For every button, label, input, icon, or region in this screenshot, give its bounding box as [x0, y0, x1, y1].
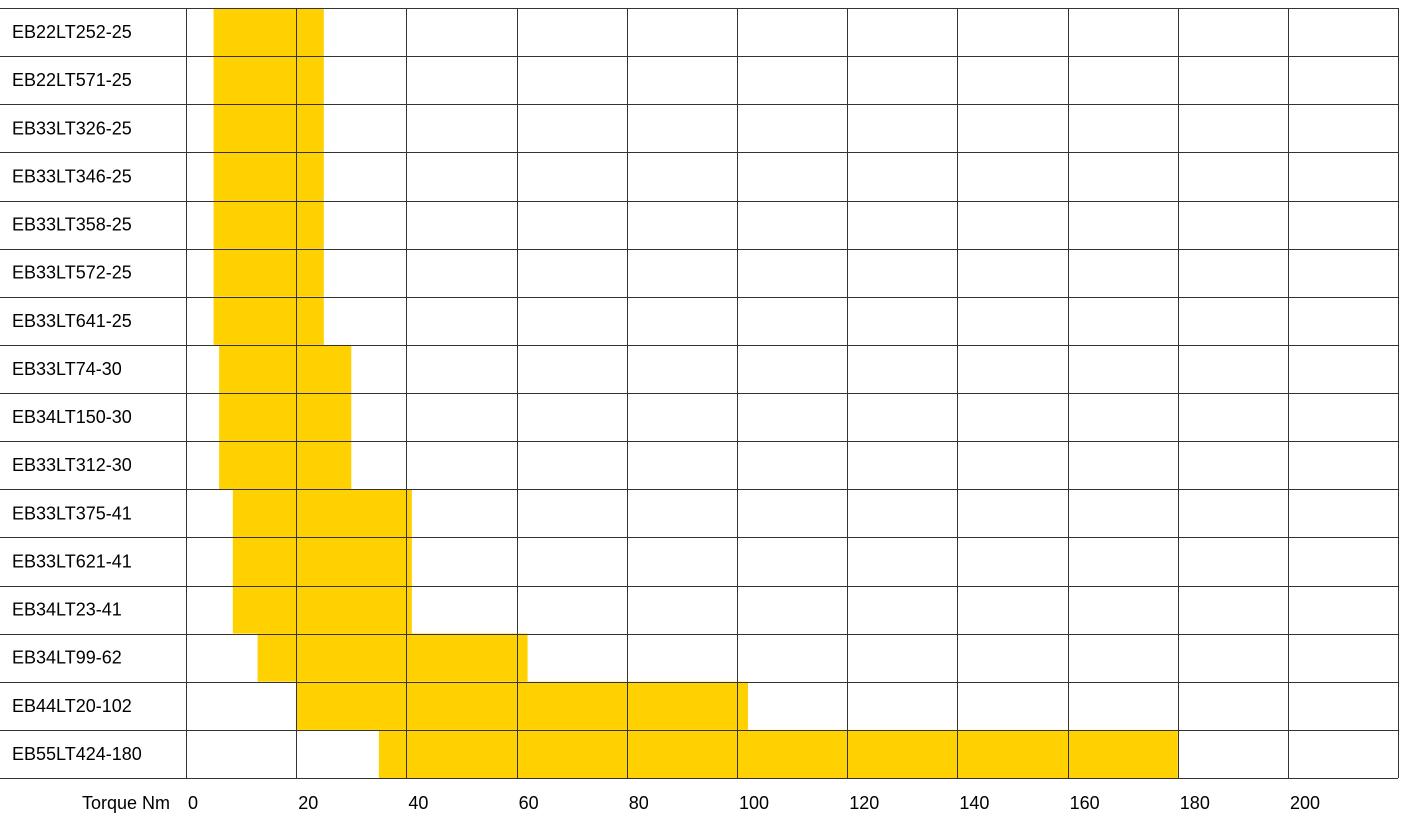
x-tick-label: 20: [298, 793, 318, 813]
bar-eb34lt23-41: [232, 585, 412, 634]
x-tick-label: 200: [1290, 793, 1320, 813]
x-tick-label: 180: [1180, 793, 1210, 813]
x-tick-label: 0: [188, 793, 198, 813]
row-label: EB55LT424-180: [12, 744, 142, 764]
x-tick-labels-layer: 0 20 40 60 80 100 120 140 160 180 200: [188, 793, 1320, 813]
row-label: EB33LT312-30: [12, 455, 132, 475]
bar-eb33lt312-30: [219, 441, 352, 490]
x-tick-label: 80: [629, 793, 649, 813]
bar-eb44lt20-102: [296, 681, 748, 730]
row-label: EB33LT375-41: [12, 503, 132, 523]
x-tick-label: 120: [849, 793, 879, 813]
row-label: EB33LT641-25: [12, 311, 132, 331]
row-label: EB33LT346-25: [12, 166, 132, 186]
x-tick-label: 60: [519, 793, 539, 813]
row-label: EB34LT99-62: [12, 648, 122, 668]
bar-eb55lt424-180: [378, 729, 1178, 778]
bar-eb33lt572-25: [213, 248, 324, 297]
row-label: EB34LT23-41: [12, 600, 122, 620]
bar-eb33lt375-41: [232, 489, 412, 538]
bar-eb33lt621-41: [232, 537, 412, 586]
bar-eb34lt150-30: [219, 393, 352, 442]
bar-eb22lt252-25: [213, 8, 324, 57]
bars-layer: [213, 8, 1178, 778]
x-axis-label: Torque Nm: [82, 793, 170, 813]
row-label: EB22LT571-25: [12, 70, 132, 90]
bar-eb33lt641-25: [213, 296, 324, 345]
row-label: EB22LT252-25: [12, 22, 132, 42]
bar-eb22lt571-25: [213, 56, 324, 105]
bar-eb33lt346-25: [213, 152, 324, 201]
x-tick-label: 100: [739, 793, 769, 813]
row-label: EB33LT358-25: [12, 215, 132, 235]
bar-eb33lt358-25: [213, 200, 324, 249]
row-label: EB33LT326-25: [12, 118, 132, 138]
x-tick-label: 40: [408, 793, 428, 813]
bar-eb33lt326-25: [213, 104, 324, 153]
bar-eb34lt99-62: [257, 633, 528, 682]
x-tick-label: 140: [959, 793, 989, 813]
row-label: EB34LT150-30: [12, 407, 132, 427]
row-labels-layer: EB22LT252-25 EB22LT571-25 EB33LT326-25 EB33…: [12, 22, 142, 764]
row-label: EB33LT74-30: [12, 359, 122, 379]
row-label: EB33LT621-41: [12, 551, 132, 571]
bar-eb33lt74-30: [219, 344, 352, 393]
row-label: EB33LT572-25: [12, 263, 132, 283]
x-tick-label: 160: [1070, 793, 1100, 813]
row-label: EB44LT20-102: [12, 696, 132, 716]
grid-layer: [0, 8, 1399, 779]
